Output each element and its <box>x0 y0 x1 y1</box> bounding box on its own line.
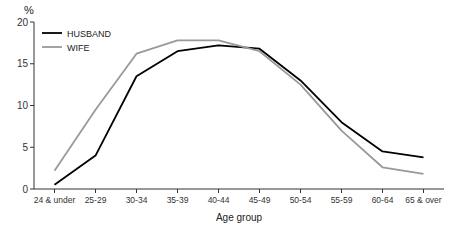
x-tick <box>423 189 424 193</box>
x-tick-label: 30-34 <box>126 195 148 205</box>
plot-area <box>55 40 424 184</box>
series-line <box>55 40 424 174</box>
x-tick <box>382 189 383 193</box>
x-tick-label: 24 & under <box>34 195 76 205</box>
y-tick-label: 20 <box>17 17 29 28</box>
y-tick-label: 10 <box>17 100 29 111</box>
y-tick <box>30 22 34 23</box>
x-tick <box>177 189 178 193</box>
y-tick <box>30 105 34 106</box>
x-tick <box>300 189 301 193</box>
x-tick-label: 50-54 <box>290 195 312 205</box>
y-tick-label: 0 <box>22 184 28 195</box>
x-tick-label: 55-59 <box>331 195 353 205</box>
chart: 0 5 10 15 20 24 & under 25-29 30-34 35-39 40-44 45… <box>0 0 454 227</box>
x-tick-label: 45-49 <box>249 195 271 205</box>
y-tick <box>30 147 34 148</box>
legend-label: HUSBAND <box>67 29 112 39</box>
x-tick-label: 25-29 <box>85 195 107 205</box>
y-tick-label: 15 <box>17 58 29 69</box>
y-tick <box>30 63 34 64</box>
x-tick-label: 65 & over <box>405 195 442 205</box>
legend-label: WIFE <box>67 43 90 53</box>
y-tick <box>30 189 34 190</box>
x-tick <box>341 189 342 193</box>
y-axis-label: % <box>24 4 34 16</box>
x-tick <box>259 189 260 193</box>
x-tick <box>54 189 55 193</box>
x-tick <box>218 189 219 193</box>
legend-swatch <box>42 46 62 48</box>
x-axis-label: Age group <box>216 212 263 223</box>
y-tick-label: 5 <box>22 142 28 153</box>
x-tick-label: 60-64 <box>372 195 394 205</box>
x-tick <box>136 189 137 193</box>
legend-swatch <box>42 32 62 34</box>
x-tick-label: 35-39 <box>167 195 189 205</box>
series-line <box>55 45 424 184</box>
x-tick-label: 40-44 <box>208 195 230 205</box>
x-tick <box>95 189 96 193</box>
